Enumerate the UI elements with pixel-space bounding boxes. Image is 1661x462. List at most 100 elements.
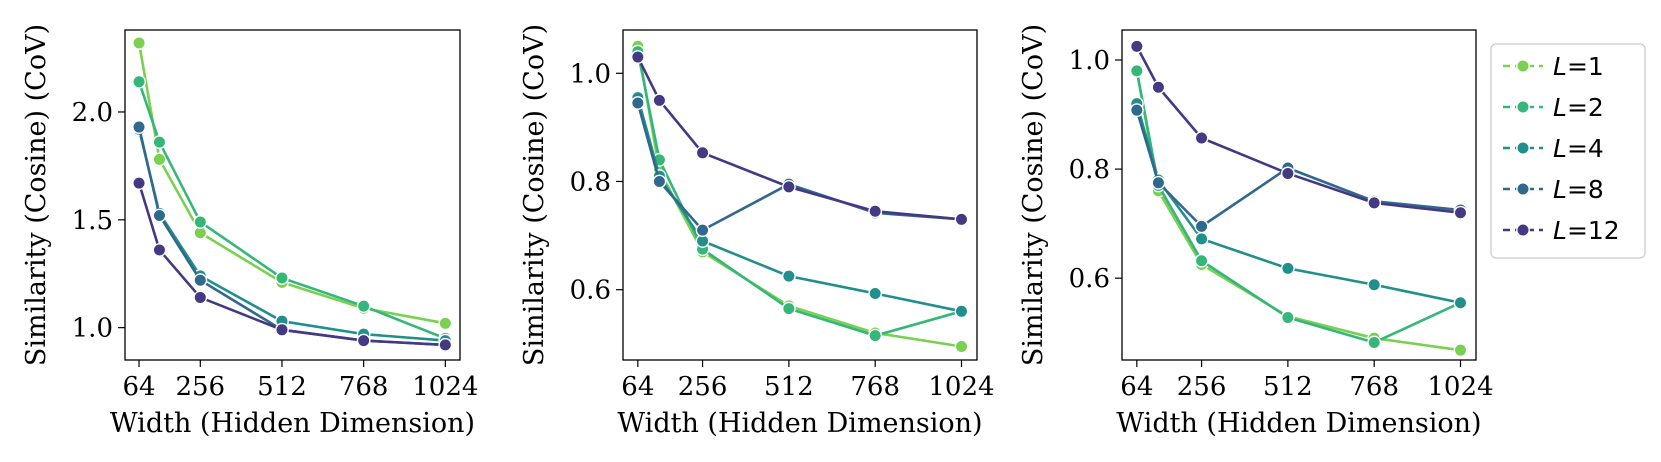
data-point-L8 xyxy=(1129,103,1144,118)
data-point-L8 xyxy=(630,96,645,110)
legend-label: L=12 xyxy=(1553,216,1620,245)
data-point-L2 xyxy=(781,301,796,316)
data-point-L4 xyxy=(954,304,969,319)
data-point-L12 xyxy=(438,338,453,352)
y-tick-label: 0.6 xyxy=(570,276,611,306)
data-point-L4 xyxy=(781,269,796,284)
data-point-L2 xyxy=(275,271,289,285)
data-point-L12 xyxy=(1151,80,1166,95)
data-point-L12 xyxy=(781,179,796,194)
data-point-L4 xyxy=(1453,295,1468,310)
x-axis-label: Width (Hidden Dimension) xyxy=(110,408,475,439)
y-axis-label: Similarity (Cosine) (CoV) xyxy=(21,24,52,366)
y-tick-label: 1.5 xyxy=(72,206,113,236)
data-point-L2 xyxy=(1367,335,1382,350)
data-point-L12 xyxy=(868,204,883,219)
y-axis-label: Similarity (Cosine) (CoV) xyxy=(519,24,550,366)
data-point-L4 xyxy=(1367,277,1382,292)
x-tick-label: 768 xyxy=(1349,372,1399,402)
y-tick-label: 2.0 xyxy=(72,98,113,128)
data-point-L1 xyxy=(132,36,146,50)
x-tick-label: 1024 xyxy=(412,372,478,402)
data-point-L12 xyxy=(275,322,289,337)
data-point-L12 xyxy=(1194,131,1209,145)
x-tick-label: 768 xyxy=(850,372,900,402)
legend-marker xyxy=(1516,182,1530,196)
y-tick-label: 0.8 xyxy=(570,167,611,197)
data-point-L2 xyxy=(1194,253,1209,268)
axes-frame xyxy=(622,29,978,361)
legend-label: L=8 xyxy=(1553,175,1604,204)
data-point-L8 xyxy=(1151,175,1166,190)
x-tick-label: 64 xyxy=(1120,372,1153,402)
x-axis-label: Width (Hidden Dimension) xyxy=(617,408,982,439)
data-point-L2 xyxy=(868,328,883,343)
legend-marker xyxy=(1516,59,1530,73)
data-point-L8 xyxy=(193,273,208,288)
data-point-L12 xyxy=(1367,196,1382,210)
legend-marker xyxy=(1516,100,1530,114)
x-tick-label: 256 xyxy=(678,372,728,402)
chart-panel-3: 64 256 512 768 1024 0.6 0.8 1.0 Width (Hidden Di… xyxy=(1018,24,1494,439)
x-tick-label: 64 xyxy=(621,372,654,402)
data-point-L2 xyxy=(1280,310,1295,325)
chart-panel-2: 64 256 512 768 1024 0.6 0.8 1.0 Width (Hidden Di… xyxy=(519,24,995,439)
x-tick-label: 64 xyxy=(122,372,155,402)
x-tick-label: 256 xyxy=(175,372,225,402)
series-line-L4 xyxy=(137,128,446,342)
data-point-L2 xyxy=(1129,64,1144,78)
data-point-L12 xyxy=(630,50,645,64)
series-line-L2 xyxy=(137,81,446,340)
data-point-L8 xyxy=(695,223,710,238)
series-line-L2 xyxy=(636,51,962,337)
data-point-L12 xyxy=(356,333,371,348)
data-point-L12 xyxy=(1129,39,1144,54)
data-point-L4 xyxy=(1280,261,1295,276)
data-point-L12 xyxy=(152,243,167,257)
data-point-L8 xyxy=(652,174,667,189)
x-tick-label: 512 xyxy=(1263,372,1313,402)
data-point-L12 xyxy=(954,212,969,227)
data-point-L12 xyxy=(1280,166,1295,181)
data-point-L12 xyxy=(652,93,667,108)
legend-marker xyxy=(1516,223,1530,237)
data-point-L4 xyxy=(1194,232,1209,246)
y-axis-label: Similarity (Cosine) (CoV) xyxy=(1018,24,1049,366)
y-tick-label: 1.0 xyxy=(570,59,611,89)
x-tick-label: 512 xyxy=(257,372,307,402)
data-point-L1 xyxy=(1453,343,1468,358)
y-tick-label: 1.0 xyxy=(1069,46,1110,76)
legend-box xyxy=(1490,43,1646,259)
series-line-L4 xyxy=(1135,103,1461,304)
series-line-L12 xyxy=(1135,45,1461,215)
data-point-L8 xyxy=(132,120,146,134)
legend-label: L=1 xyxy=(1553,52,1604,81)
axes-frame xyxy=(1121,29,1477,361)
x-tick-label: 1024 xyxy=(1427,372,1493,402)
x-tick-label: 1024 xyxy=(928,372,994,402)
data-point-L2 xyxy=(193,215,208,229)
data-point-L1 xyxy=(954,339,969,354)
series-line-L4 xyxy=(636,97,962,313)
data-point-L1 xyxy=(438,316,453,331)
data-point-L2 xyxy=(152,135,167,150)
data-point-L12 xyxy=(132,176,146,191)
data-point-L8 xyxy=(1194,219,1209,234)
data-point-L1 xyxy=(152,152,167,167)
legend-label: L=4 xyxy=(1553,134,1604,163)
x-tick-label: 512 xyxy=(764,372,814,402)
data-point-L2 xyxy=(356,299,371,313)
data-point-L12 xyxy=(1453,205,1468,220)
data-point-L8 xyxy=(152,208,167,223)
series-line-L8 xyxy=(1135,109,1461,228)
legend-label: L=2 xyxy=(1553,93,1604,122)
x-axis-label: Width (Hidden Dimension) xyxy=(1116,408,1481,439)
y-tick-label: 0.6 xyxy=(1069,264,1110,294)
series-line-L8 xyxy=(137,126,446,347)
y-tick-label: 1.0 xyxy=(72,314,113,344)
legend: L=1 L=2 L=4 L=8 L=12 xyxy=(1490,43,1646,259)
series-line-L12 xyxy=(636,56,962,221)
legend-marker xyxy=(1516,141,1530,155)
data-point-L12 xyxy=(695,145,710,160)
data-point-L12 xyxy=(193,290,208,305)
